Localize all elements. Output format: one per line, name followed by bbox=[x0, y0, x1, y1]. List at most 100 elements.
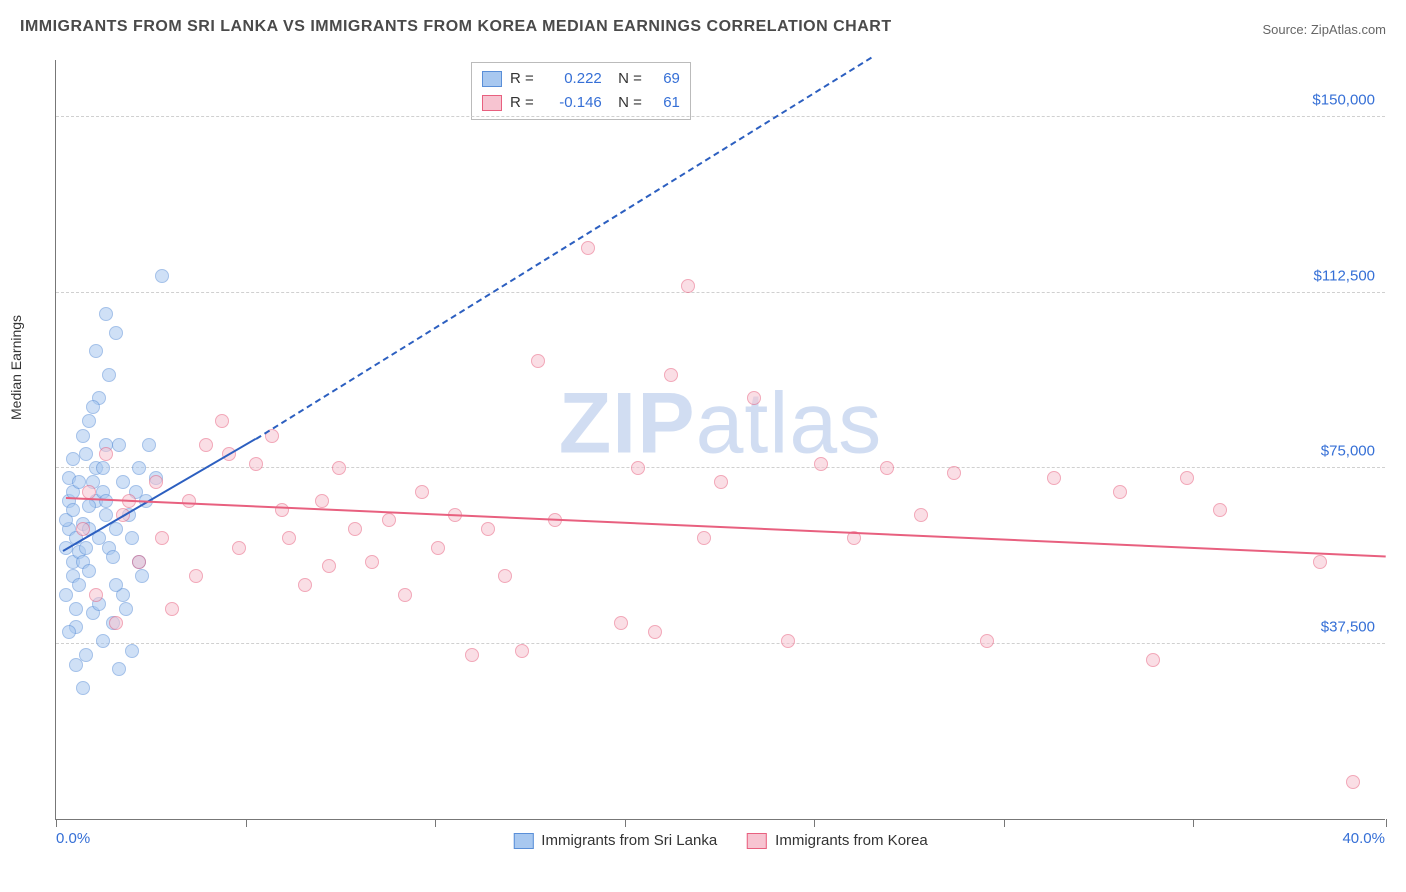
x-tick bbox=[1386, 819, 1387, 827]
gridline bbox=[56, 643, 1385, 644]
stats-box: R =0.222 N =69R =-0.146 N =61 bbox=[471, 62, 691, 120]
scatter-point bbox=[76, 681, 90, 695]
scatter-point bbox=[431, 541, 445, 555]
scatter-point bbox=[781, 634, 795, 648]
scatter-point bbox=[116, 475, 130, 489]
scatter-point bbox=[215, 414, 229, 428]
gridline bbox=[56, 116, 1385, 117]
scatter-point bbox=[82, 564, 96, 578]
scatter-point bbox=[1346, 775, 1360, 789]
scatter-point bbox=[79, 541, 93, 555]
scatter-point bbox=[581, 241, 595, 255]
scatter-point bbox=[132, 461, 146, 475]
scatter-point bbox=[398, 588, 412, 602]
scatter-point bbox=[315, 494, 329, 508]
scatter-point bbox=[1313, 555, 1327, 569]
scatter-point bbox=[69, 602, 83, 616]
scatter-point bbox=[481, 522, 495, 536]
x-tick bbox=[435, 819, 436, 827]
scatter-point bbox=[99, 508, 113, 522]
scatter-point bbox=[1146, 653, 1160, 667]
scatter-point bbox=[82, 485, 96, 499]
scatter-point bbox=[515, 644, 529, 658]
legend: Immigrants from Sri Lanka Immigrants from… bbox=[513, 832, 927, 849]
scatter-point bbox=[102, 368, 116, 382]
scatter-point bbox=[109, 326, 123, 340]
x-tick bbox=[814, 819, 815, 827]
scatter-point bbox=[189, 569, 203, 583]
scatter-point bbox=[99, 307, 113, 321]
scatter-point bbox=[199, 438, 213, 452]
x-tick bbox=[625, 819, 626, 827]
legend-label: Immigrants from Sri Lanka bbox=[541, 832, 717, 849]
scatter-point bbox=[880, 461, 894, 475]
x-tick bbox=[56, 819, 57, 827]
scatter-point bbox=[142, 438, 156, 452]
scatter-point bbox=[149, 475, 163, 489]
scatter-point bbox=[249, 457, 263, 471]
legend-swatch bbox=[513, 833, 533, 849]
scatter-point bbox=[332, 461, 346, 475]
scatter-point bbox=[135, 569, 149, 583]
y-axis-label: Median Earnings bbox=[8, 315, 24, 420]
scatter-point bbox=[814, 457, 828, 471]
scatter-point bbox=[1213, 503, 1227, 517]
scatter-point bbox=[980, 634, 994, 648]
scatter-point bbox=[1113, 485, 1127, 499]
scatter-point bbox=[298, 578, 312, 592]
scatter-point bbox=[82, 414, 96, 428]
scatter-point bbox=[182, 494, 196, 508]
scatter-point bbox=[106, 550, 120, 564]
series-swatch bbox=[482, 95, 502, 111]
scatter-point bbox=[119, 602, 133, 616]
scatter-point bbox=[59, 588, 73, 602]
scatter-point bbox=[1180, 471, 1194, 485]
scatter-point bbox=[531, 354, 545, 368]
scatter-point bbox=[681, 279, 695, 293]
scatter-point bbox=[155, 531, 169, 545]
scatter-point bbox=[155, 269, 169, 283]
scatter-point bbox=[69, 658, 83, 672]
scatter-point bbox=[62, 625, 76, 639]
scatter-point bbox=[89, 344, 103, 358]
chart-title: IMMIGRANTS FROM SRI LANKA VS IMMIGRANTS … bbox=[20, 18, 892, 36]
scatter-point bbox=[66, 503, 80, 517]
x-tick bbox=[1193, 819, 1194, 827]
source-attribution: Source: ZipAtlas.com bbox=[1262, 22, 1386, 37]
y-tick-label: $112,500 bbox=[1314, 267, 1375, 284]
series-swatch bbox=[482, 71, 502, 87]
scatter-point bbox=[664, 368, 678, 382]
legend-label: Immigrants from Korea bbox=[775, 832, 928, 849]
scatter-point bbox=[112, 662, 126, 676]
scatter-point bbox=[947, 466, 961, 480]
y-tick-label: $37,500 bbox=[1321, 618, 1375, 635]
legend-item: Immigrants from Sri Lanka bbox=[513, 832, 717, 849]
scatter-point bbox=[232, 541, 246, 555]
legend-swatch bbox=[747, 833, 767, 849]
scatter-point bbox=[79, 447, 93, 461]
scatter-point bbox=[109, 616, 123, 630]
x-tick bbox=[246, 819, 247, 827]
plot-area: ZIPatlas R =0.222 N =69R =-0.146 N =61 I… bbox=[55, 60, 1385, 820]
scatter-point bbox=[498, 569, 512, 583]
scatter-point bbox=[165, 602, 179, 616]
scatter-point bbox=[747, 391, 761, 405]
legend-item: Immigrants from Korea bbox=[747, 832, 928, 849]
trend-line bbox=[66, 497, 1386, 557]
scatter-point bbox=[82, 499, 96, 513]
scatter-point bbox=[86, 400, 100, 414]
scatter-point bbox=[415, 485, 429, 499]
y-tick-label: $150,000 bbox=[1312, 92, 1375, 109]
scatter-point bbox=[914, 508, 928, 522]
watermark: ZIPatlas bbox=[559, 375, 882, 474]
x-min-label: 0.0% bbox=[56, 830, 90, 847]
scatter-point bbox=[1047, 471, 1061, 485]
scatter-point bbox=[125, 531, 139, 545]
scatter-point bbox=[99, 447, 113, 461]
scatter-point bbox=[109, 578, 123, 592]
scatter-point bbox=[72, 578, 86, 592]
scatter-point bbox=[348, 522, 362, 536]
scatter-point bbox=[132, 555, 146, 569]
scatter-point bbox=[648, 625, 662, 639]
x-tick bbox=[1004, 819, 1005, 827]
